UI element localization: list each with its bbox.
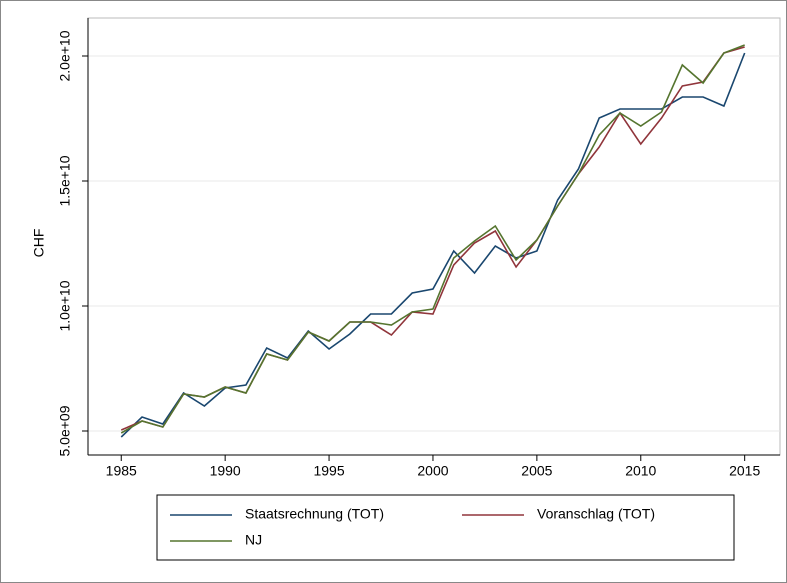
x-tick-label: 2010 (625, 463, 656, 479)
y-tick-label: 1.0e+10 (57, 280, 73, 331)
legend-label: Staatsrechnung (TOT) (245, 506, 384, 522)
series-line (120, 52, 746, 438)
legend (156, 494, 735, 561)
x-tick-label: 1990 (210, 463, 241, 479)
y-tick-label: 5.0e+09 (57, 405, 73, 456)
x-tick-label: 2005 (521, 463, 552, 479)
x-tick-label: 2000 (417, 463, 448, 479)
x-tick-label: 1985 (106, 463, 137, 479)
legend-label: Voranschlag (TOT) (537, 506, 655, 522)
y-tick-label: 2.0e+10 (57, 30, 73, 81)
legend-label: NJ (245, 532, 262, 548)
x-tick-label: 2015 (729, 463, 760, 479)
x-tick-label: 1995 (313, 463, 344, 479)
y-tick-label: 1.5e+10 (57, 155, 73, 206)
plot-area (87, 17, 781, 456)
y-axis-label: CHF (31, 229, 47, 258)
series-line (120, 44, 745, 434)
